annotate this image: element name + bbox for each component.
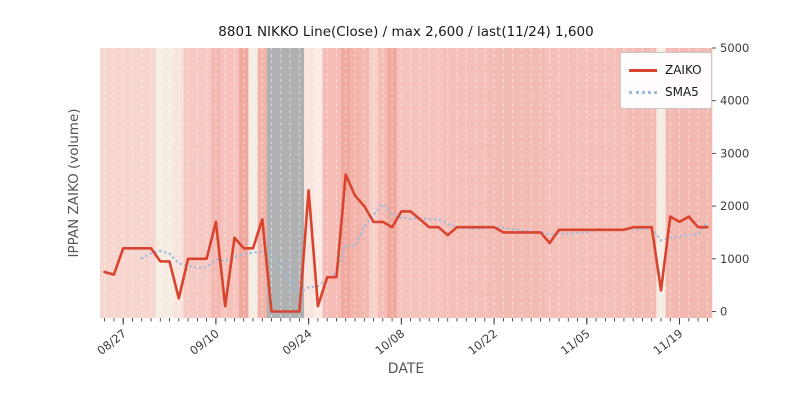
price-heat-band (591, 48, 602, 318)
price-heat-band (693, 48, 704, 318)
y-tick-label: 1000 (720, 252, 749, 266)
price-heat-band (674, 48, 685, 318)
price-heat-band (610, 48, 620, 318)
chart-title: 8801 NIKKO Line(Close) / max 2,600 / las… (218, 24, 594, 40)
price-heat-band (266, 48, 277, 318)
y-tick-label: 2000 (720, 199, 749, 213)
y-axis-label: IPPAN ZAIKO (volume) (66, 108, 82, 258)
price-heat-band (322, 48, 333, 318)
price-heat-band (433, 48, 444, 318)
price-heat-band (174, 48, 184, 318)
price-heat-band (127, 48, 138, 318)
legend: ZAIKO SMA5 (620, 52, 712, 109)
price-heat-band (304, 48, 314, 318)
price-heat-band (202, 48, 212, 318)
price-heat-band (146, 48, 156, 318)
x-tick-label: 11/05 (558, 326, 593, 357)
price-heat-band (387, 48, 398, 318)
price-heat-band (526, 48, 537, 318)
x-tick-label: 08/27 (94, 326, 129, 357)
price-heat-band (498, 48, 509, 318)
price-heat-band (396, 48, 407, 318)
price-heat-band (647, 48, 657, 318)
price-heat-band (331, 48, 342, 318)
price-heat-band (257, 48, 268, 318)
price-heat-band (350, 48, 360, 318)
price-heat-band (572, 48, 583, 318)
price-heat-band (368, 48, 379, 318)
price-heat-band (563, 48, 574, 318)
price-heat-band (489, 48, 500, 318)
price-heat-band (239, 48, 249, 318)
price-heat-band (406, 48, 416, 318)
legend-label-zaiko: ZAIKO (665, 63, 702, 77)
price-heat-band (535, 48, 546, 318)
price-heat-band (294, 48, 305, 318)
price-heat-band (313, 48, 323, 318)
price-heat-band (684, 48, 694, 318)
price-heat-band (155, 48, 166, 318)
price-heat-band (164, 48, 175, 318)
price-heat-band (211, 48, 221, 318)
legend-label-sma5: SMA5 (665, 85, 699, 99)
x-tick-label: 10/22 (465, 326, 500, 357)
price-heat-band (192, 48, 203, 318)
price-heat-band (656, 48, 666, 318)
legend-item-sma5: SMA5 (629, 82, 703, 102)
price-heat-band (359, 48, 370, 318)
y-tick-label: 5000 (720, 41, 749, 55)
price-heat-band (220, 48, 231, 318)
x-tick-label: 09/10 (187, 326, 222, 357)
price-heat-band (100, 48, 110, 318)
price-heat-band (508, 48, 518, 318)
zaiko-line (103, 173, 709, 313)
price-heat-band (517, 48, 527, 318)
x-axis-label: DATE (387, 361, 425, 377)
x-tick-label: 11/19 (651, 326, 686, 357)
price-heat-band (229, 48, 240, 318)
x-tick-label: 09/24 (280, 326, 315, 357)
price-heat-band (378, 48, 388, 318)
price-heat-band (118, 48, 129, 318)
price-heat-band (637, 48, 648, 318)
zaiko-line-sample-icon (629, 68, 657, 72)
price-heat-band (424, 48, 435, 318)
price-heat-band (628, 48, 639, 318)
price-heat-band (582, 48, 592, 318)
price-heat-band (480, 48, 490, 318)
price-heat-band (276, 48, 286, 318)
price-heat-band (461, 48, 472, 318)
y-tick-label: 0 (720, 305, 727, 319)
y-tick-label: 3000 (720, 146, 749, 160)
price-heat-band (702, 48, 713, 318)
price-heat-band (109, 48, 119, 318)
price-heat-band (554, 48, 564, 318)
price-heat-band (470, 48, 481, 318)
price-heat-band (619, 48, 629, 318)
price-heat-band (285, 48, 296, 318)
price-heat-band (248, 48, 258, 318)
x-tick-label: 10/08 (373, 326, 408, 357)
price-heat-band (443, 48, 453, 318)
price-heat-band (415, 48, 425, 318)
price-heat-band (545, 48, 555, 318)
y-tick-label: 4000 (720, 94, 749, 108)
price-heat-band (665, 48, 676, 318)
price-heat-band (183, 48, 194, 318)
price-heat-band (452, 48, 462, 318)
price-heat-band (600, 48, 611, 318)
price-heat-band (137, 48, 147, 318)
legend-item-zaiko: ZAIKO (629, 60, 703, 80)
sma5-line-sample-icon (629, 90, 657, 94)
